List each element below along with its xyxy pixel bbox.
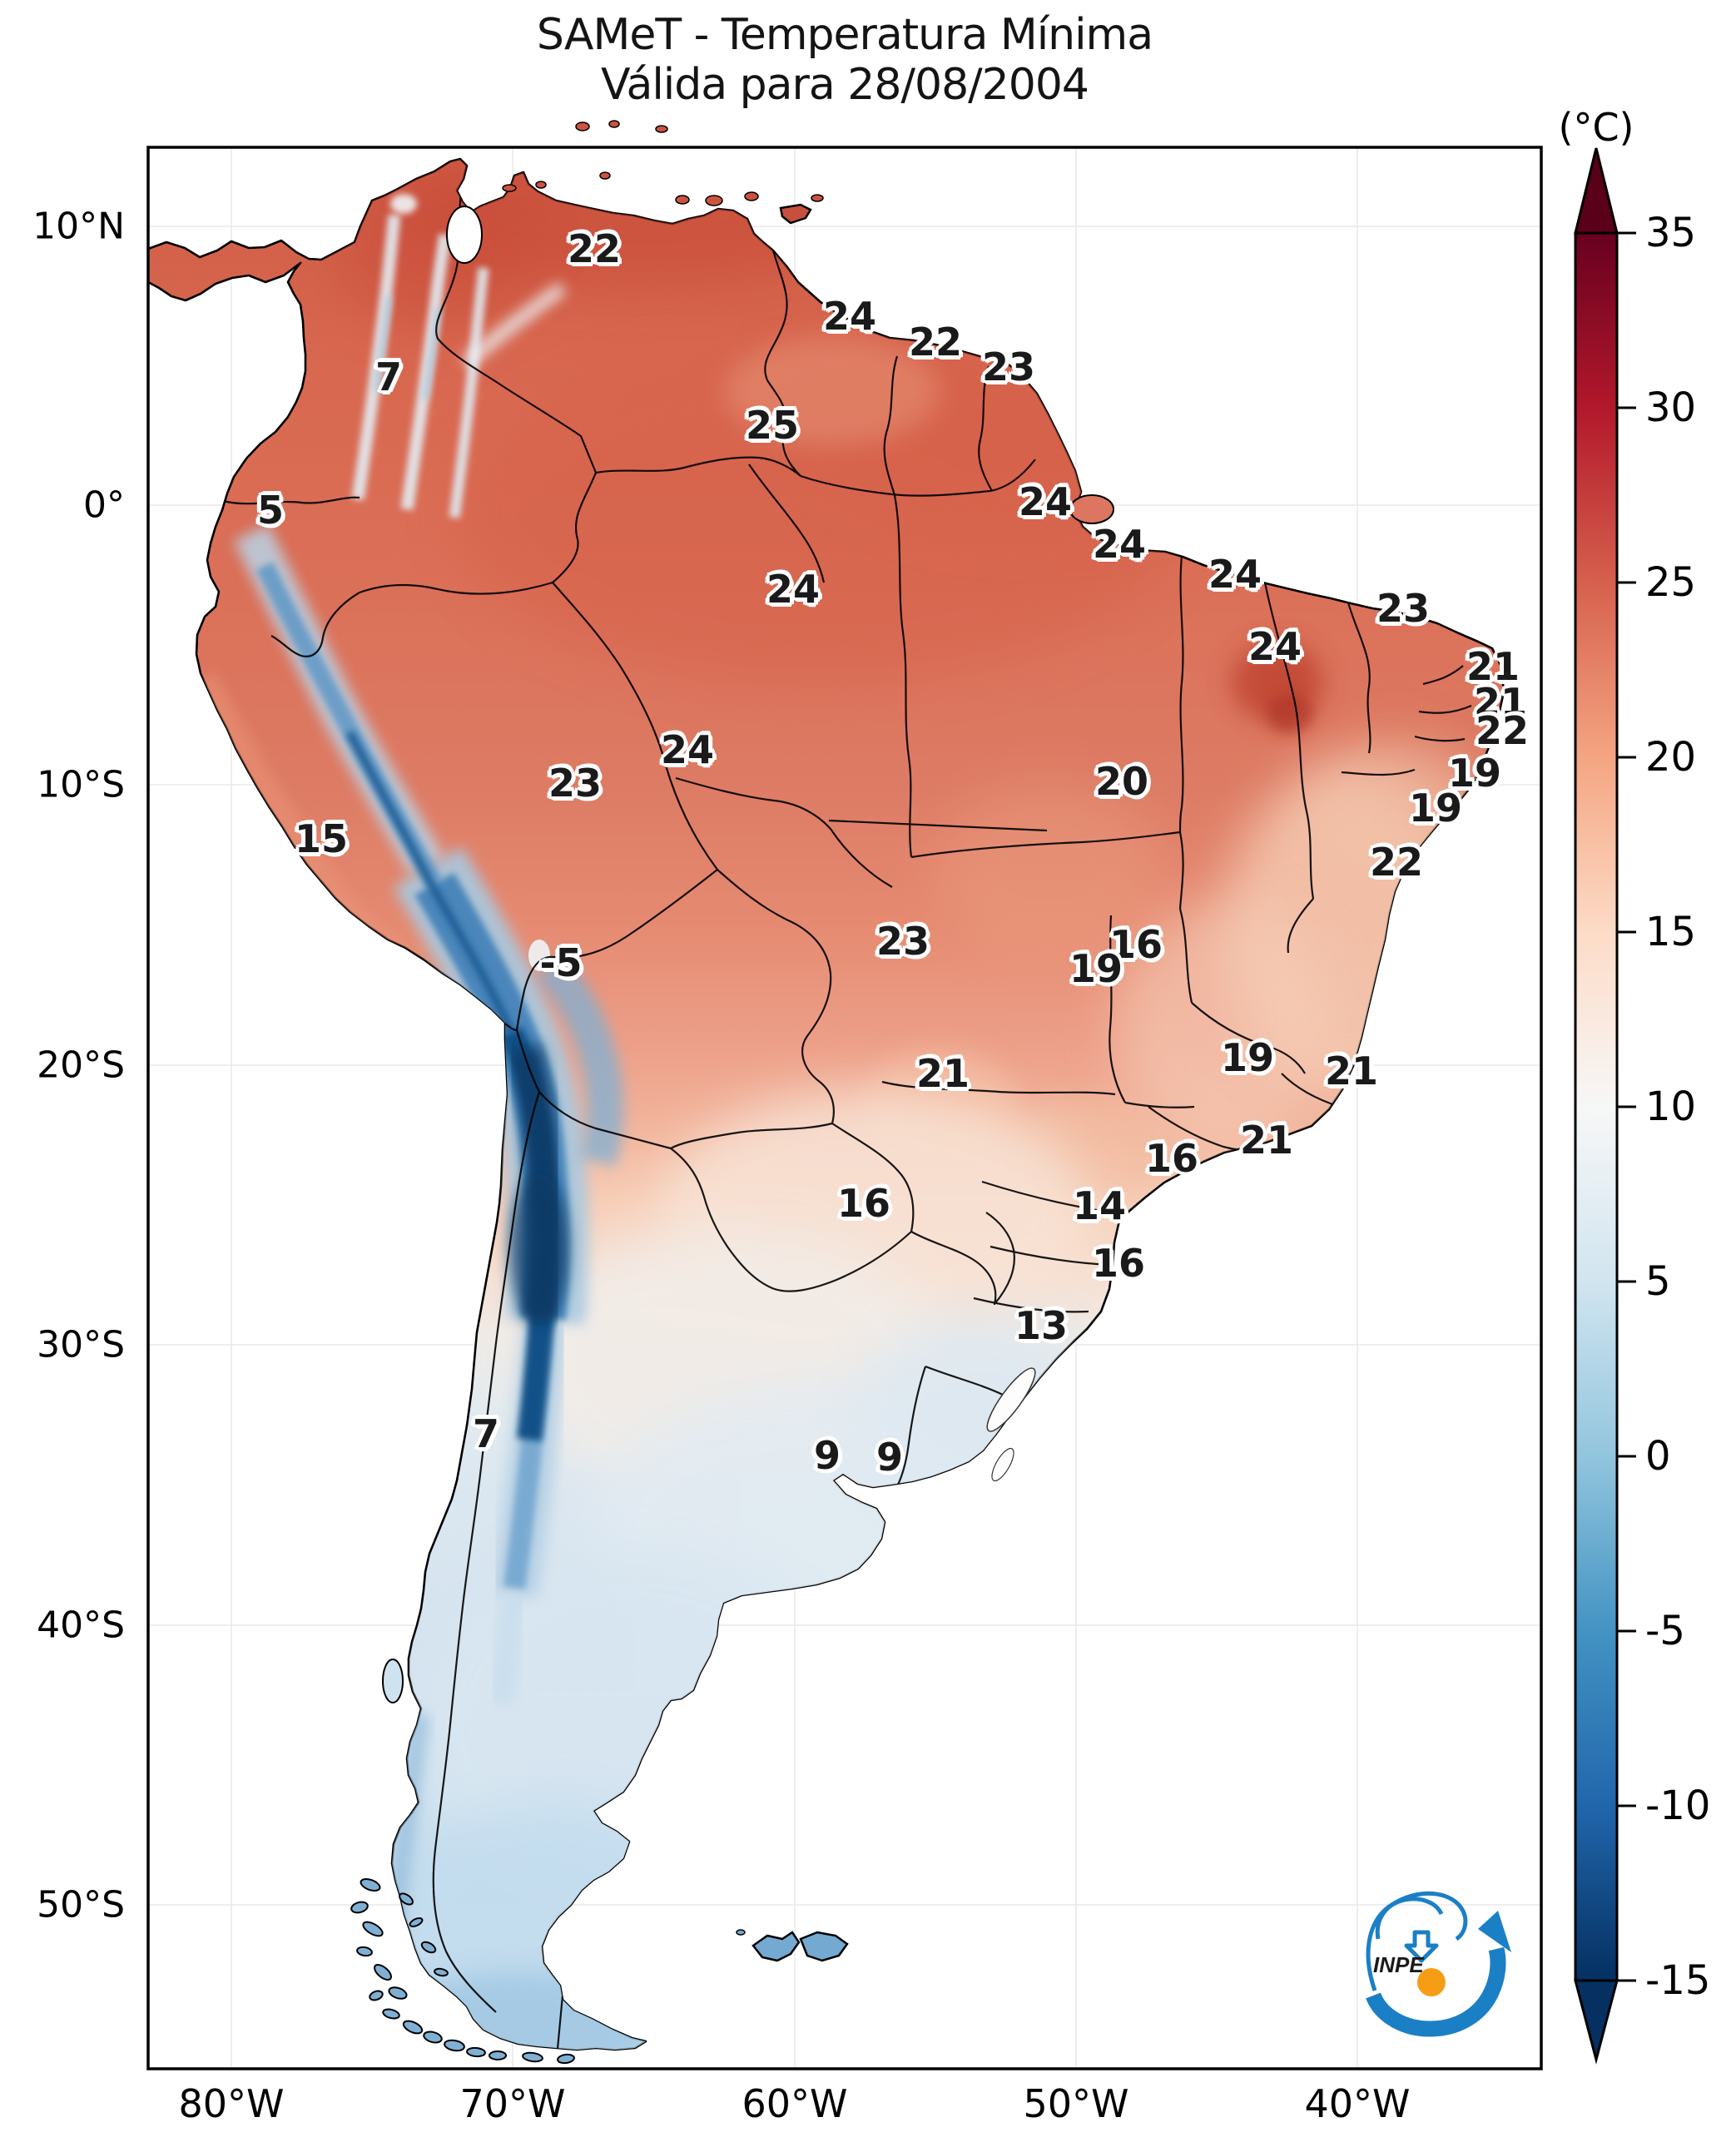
temperature-value-label: 19 xyxy=(1447,751,1502,796)
temperature-value-label: 24 xyxy=(1208,552,1262,597)
temperature-value-label: 24 xyxy=(766,567,821,612)
colorbar-bottom-arrow xyxy=(1574,1979,1619,2065)
lakes xyxy=(446,206,1036,1482)
temperature-value-label: 21 xyxy=(1324,1049,1379,1093)
temperature-value-label: 23 xyxy=(981,345,1036,389)
temperature-value-label: 23 xyxy=(548,761,603,806)
inpe-logo-text: INPE xyxy=(1373,1952,1424,1977)
temperature-value-label: 7 xyxy=(374,355,403,399)
colorbar-tick-label: 5 xyxy=(1645,1258,1671,1305)
inpe-logo-orange-dot xyxy=(1417,1968,1446,1996)
temperature-value-label: 23 xyxy=(875,919,930,964)
temperature-value-label: 7 xyxy=(472,1411,500,1456)
temperature-value-label: 19 xyxy=(1069,946,1123,991)
temperature-value-label: 16 xyxy=(836,1181,891,1226)
temperature-value-label: 21 xyxy=(1239,1118,1294,1163)
lon-tick-label: 80°W xyxy=(178,2081,285,2126)
temperature-value-label: 20 xyxy=(1094,759,1149,804)
temperature-value-label: 16 xyxy=(1109,922,1163,967)
lon-tick-label: 70°W xyxy=(459,2081,566,2126)
temperature-value-label: 16 xyxy=(1144,1136,1199,1181)
inpe-logo: INPE xyxy=(1366,1891,1511,2037)
colorbar-top-arrow xyxy=(1574,147,1619,235)
temperature-value-label: 13 xyxy=(1014,1303,1069,1348)
temperature-value-label: 21 xyxy=(1466,644,1520,689)
temperature-value-label: 25 xyxy=(745,403,800,448)
lat-tick-label: 30°S xyxy=(37,1323,125,1366)
colorbar xyxy=(1574,147,1636,2065)
colorbar-tick-label: 15 xyxy=(1645,909,1697,955)
temperature-value-label: 22 xyxy=(567,226,622,271)
colorbar-gradient xyxy=(1574,231,1619,1982)
lat-tick-label: 50°S xyxy=(37,1883,125,1926)
colorbar-unit-label: (°C) xyxy=(1558,105,1634,150)
temperature-value-label: 23 xyxy=(1376,586,1431,631)
temperature-value-label: 5 xyxy=(256,488,285,533)
temperature-value-label: 21 xyxy=(915,1051,970,1096)
lat-tick-label: 40°S xyxy=(37,1604,125,1647)
lat-tick-label: 10°N xyxy=(32,205,125,248)
temperature-value-label: 9 xyxy=(875,1435,904,1480)
temperature-value-label: 24 xyxy=(1092,522,1147,567)
temperature-value-label: 14 xyxy=(1072,1183,1127,1228)
colorbar-tick-label: 0 xyxy=(1645,1433,1671,1480)
colorbar-tick-label: -15 xyxy=(1645,1957,1711,2004)
lat-tick-label: 20°S xyxy=(37,1044,125,1087)
map-title-line2: Válida para 28/08/2004 xyxy=(600,60,1089,110)
temperature-value-label: 22 xyxy=(1475,708,1530,753)
temperature-value-label: 19 xyxy=(1408,786,1463,831)
temperature-value-label: 9 xyxy=(813,1433,841,1478)
islands xyxy=(382,120,1114,1962)
colorbar-tick-label: 30 xyxy=(1645,384,1697,431)
colorbar-tick-label: -5 xyxy=(1645,1608,1685,1654)
temperature-value-label: 21 xyxy=(1473,680,1528,725)
temperature-value-label: 19 xyxy=(1220,1035,1275,1080)
lat-tick-label: 0° xyxy=(83,483,125,527)
lat-tick-label: 10°S xyxy=(37,763,125,806)
lon-tick-label: 40°W xyxy=(1304,2081,1411,2126)
colorbar-tick-label: -10 xyxy=(1645,1783,1711,1829)
fjord-islands xyxy=(350,1878,575,2065)
colorbar-tick-label: 20 xyxy=(1645,734,1697,781)
map-title-line1: SAMeT - Temperatura Mínima xyxy=(536,10,1153,60)
map-frame xyxy=(146,146,1543,2070)
temperature-value-label: 24 xyxy=(1247,624,1302,669)
lon-tick-label: 50°W xyxy=(1023,2081,1129,2126)
colorbar-tick-label: 25 xyxy=(1645,559,1697,606)
temperature-value-label: 22 xyxy=(1369,840,1424,885)
colorbar-tick-marks xyxy=(1617,231,1636,1982)
temperature-value-label: 16 xyxy=(1091,1241,1146,1286)
colorbar-tick-label: 35 xyxy=(1645,210,1697,256)
temperature-value-label: 24 xyxy=(822,294,877,339)
temperature-value-label: 24 xyxy=(1018,479,1073,524)
temperature-value-label: 24 xyxy=(660,727,715,772)
lon-tick-label: 60°W xyxy=(742,2081,848,2126)
temperature-value-label: 15 xyxy=(294,816,349,861)
temperature-value-label: -5 xyxy=(539,940,583,985)
colorbar-tick-label: 10 xyxy=(1645,1083,1697,1130)
temperature-value-label: 22 xyxy=(908,320,963,364)
map-title: SAMeT - Temperatura Mínima Válida para 2… xyxy=(537,10,1153,110)
